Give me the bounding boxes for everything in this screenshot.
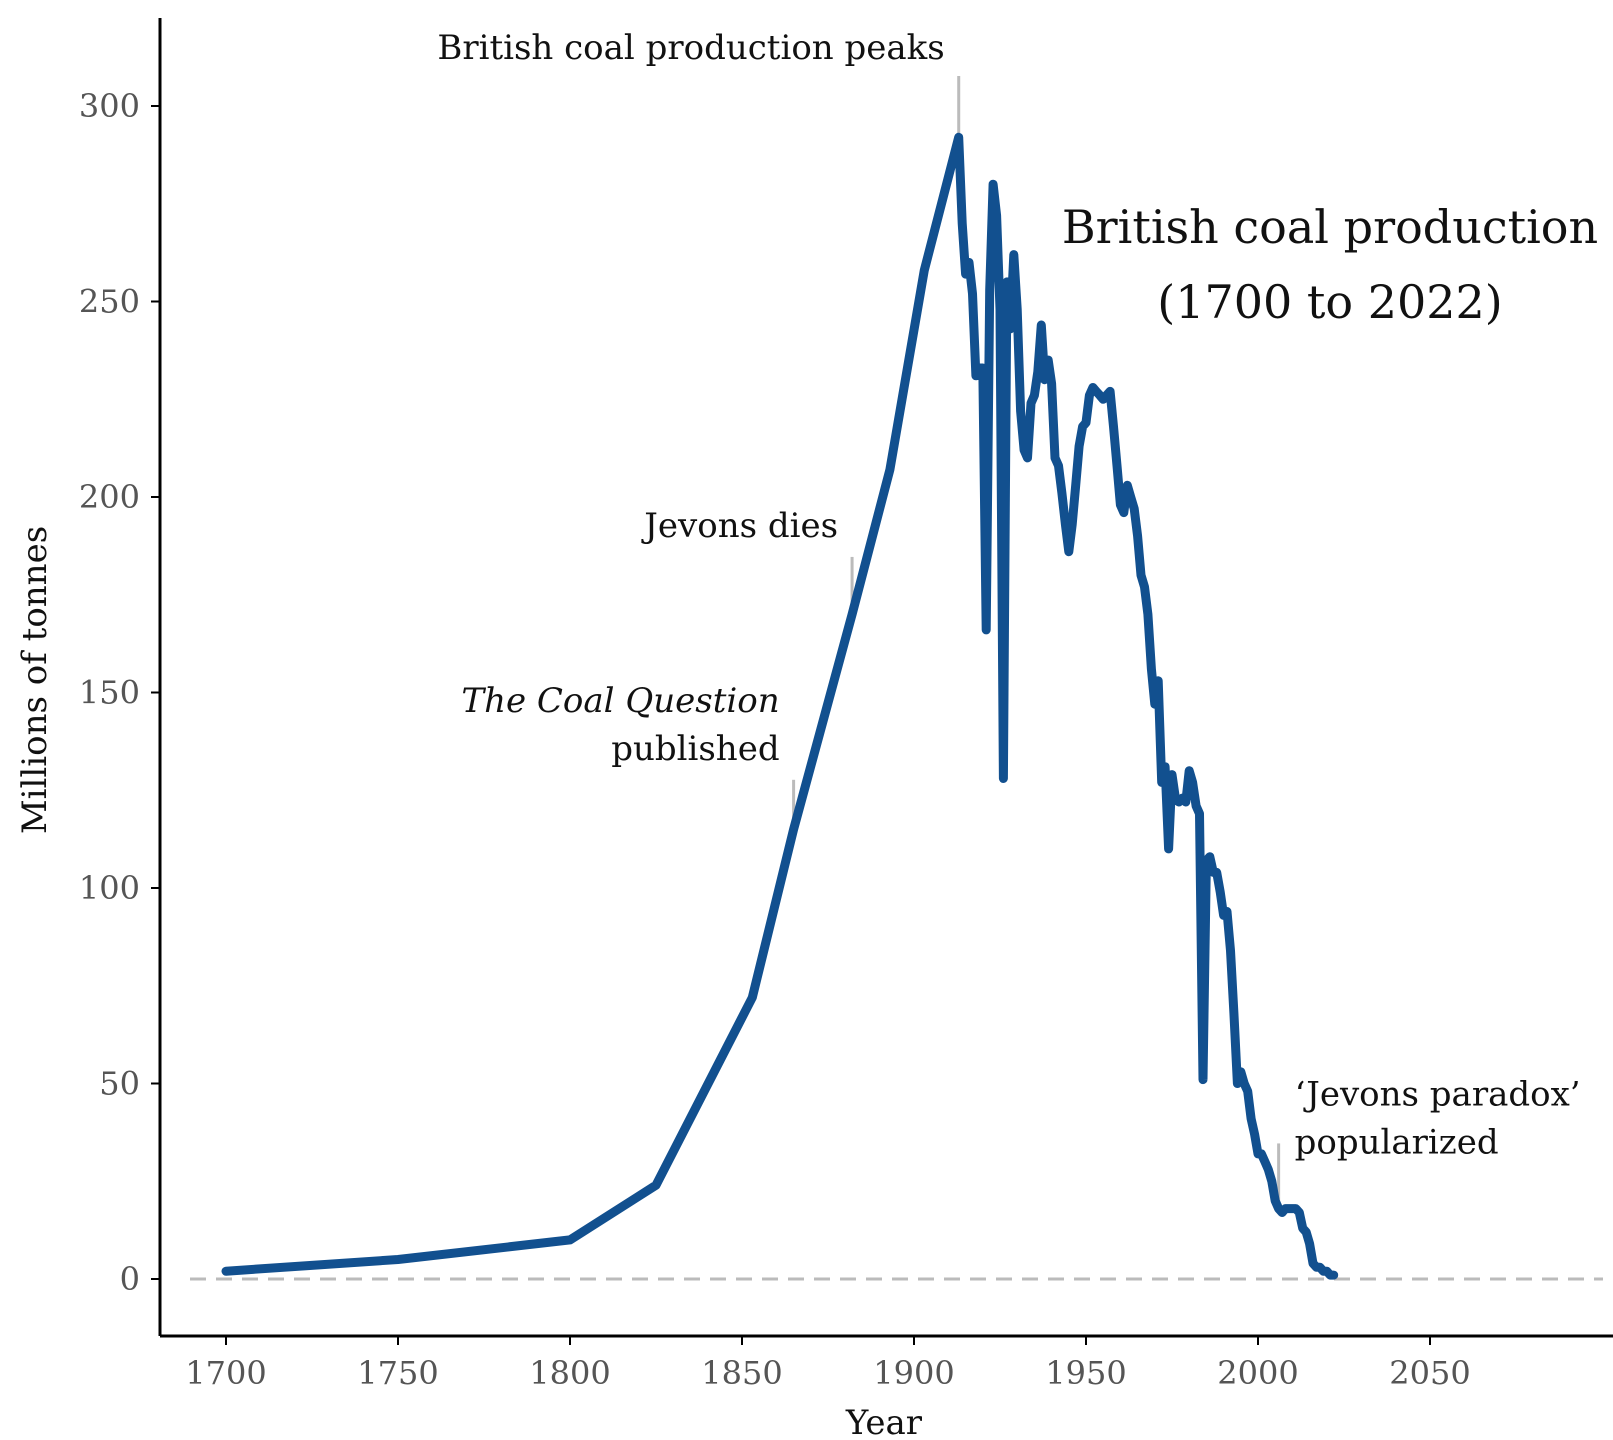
y-axis-title: Millions of tonnes [15,526,55,834]
y-tick-label: 300 [79,87,140,125]
y-tick-label: 0 [120,1260,140,1298]
chart-subtitle: (1700 to 2022) [1157,275,1502,329]
annotation-label: published [611,729,779,769]
x-tick-label: 1900 [873,1354,954,1392]
x-tick-label: 1700 [185,1354,266,1392]
y-tick-label: 50 [99,1065,140,1103]
y-tick-label: 100 [79,869,140,907]
y-tick-label: 150 [79,674,140,712]
annotation-label: Jevons dies [641,506,838,546]
y-tick-label: 250 [79,283,140,321]
x-tick-label: 1850 [701,1354,782,1392]
annotation-label: British coal production peaks [437,28,944,68]
x-tick-label: 1950 [1045,1354,1126,1392]
axes [158,18,1613,1338]
x-tick-label: 2000 [1217,1354,1298,1392]
coal-production-line [221,132,1339,1280]
annotation-label: popularized [1295,1122,1499,1162]
annotation-label: ‘Jevons paradox’ [1295,1074,1581,1114]
x-tick-label: 2050 [1389,1354,1470,1392]
chart-title: British coal production [1062,200,1598,254]
annotations: British coal production peaks Jevons dies… [437,28,1580,1162]
annotation-label: The Coal Question [461,681,779,721]
y-ticks: 0 50 100 150 200 250 300 [79,87,160,1298]
y-tick-label: 200 [79,478,140,516]
x-ticks: 1700 1750 1800 1850 1900 1950 2000 2050 [185,1336,1471,1392]
x-axis-title: Year [845,1403,923,1440]
x-tick-label: 1750 [357,1354,438,1392]
x-tick-label: 1800 [529,1354,610,1392]
